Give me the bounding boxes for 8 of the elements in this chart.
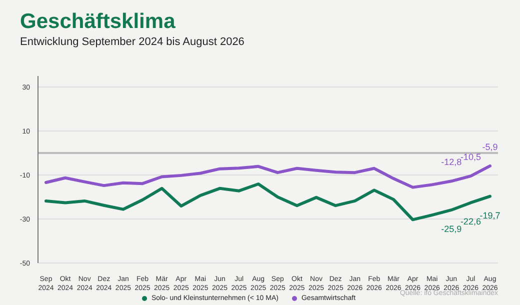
chart-subtitle: Entwicklung September 2024 bis August 2026 (20, 36, 244, 48)
data-label: -12,8 (441, 157, 462, 168)
data-label: -19,7 (480, 210, 500, 220)
data-label: -25,9 (441, 224, 462, 234)
data-label: -5,9 (482, 142, 498, 152)
data-label: -10,5 (460, 152, 481, 162)
chart-title: Geschäftsklima (20, 10, 176, 34)
data-label: -22,6 (460, 216, 481, 227)
